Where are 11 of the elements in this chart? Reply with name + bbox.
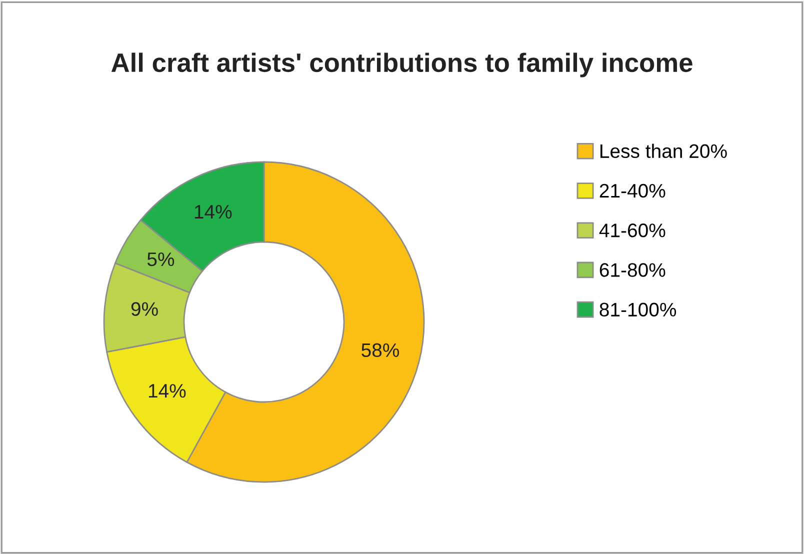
data-label: 5% <box>147 252 174 266</box>
legend-label: 81-100% <box>600 302 676 317</box>
legend-label: 61-80% <box>600 263 666 277</box>
data-label: 58% <box>362 343 399 358</box>
data-label: 9% <box>131 302 158 316</box>
legend-label: 21-40% <box>600 184 666 198</box>
legend-label: 41-60% <box>599 224 666 238</box>
legend-label: Less than 20% <box>600 144 727 158</box>
data-label: 14% <box>148 384 186 398</box>
chart-title: All craft artists' contributions to family income <box>111 52 692 78</box>
data-label: 14% <box>194 204 232 219</box>
